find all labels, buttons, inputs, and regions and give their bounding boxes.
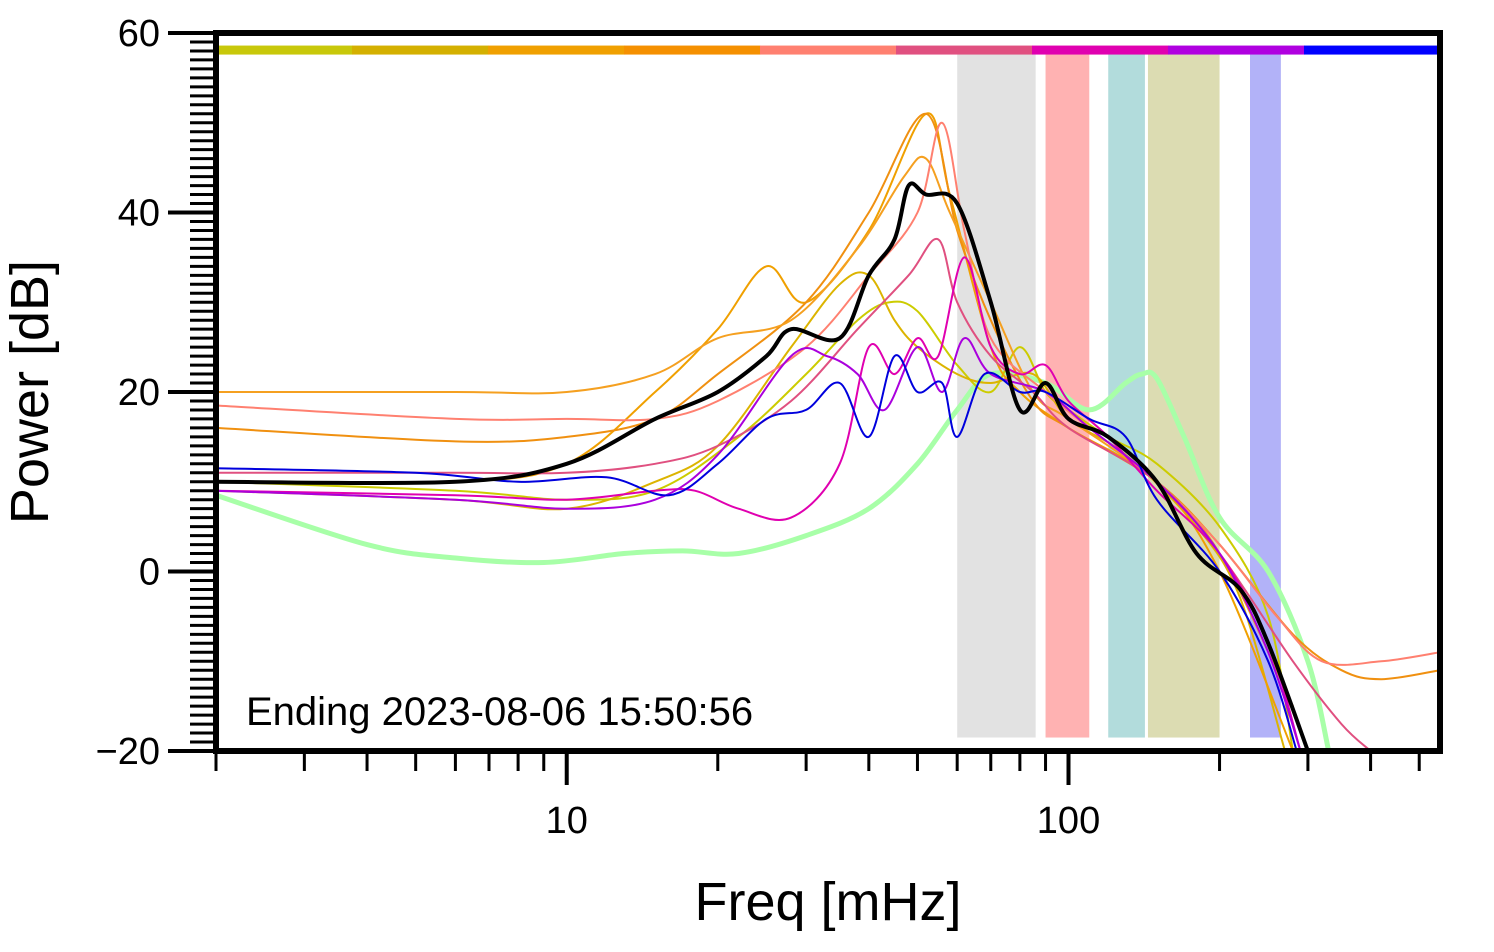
x-tick-label: 10: [546, 800, 588, 842]
y-axis-title: Power [dB]: [0, 260, 60, 524]
series-line-0: [213, 369, 1332, 754]
color-bar-segment-0: [216, 45, 353, 55]
x-tick-label: 100: [1037, 800, 1100, 842]
color-bar-segment-5: [896, 45, 1033, 55]
color-bar-segment-3: [624, 45, 761, 55]
y-tick-label: 60: [118, 13, 160, 55]
color-bar-segment-2: [488, 45, 625, 55]
series-lines: [213, 112, 1441, 754]
series-line-9: [215, 337, 1302, 752]
color-bar-segment-8: [1304, 45, 1441, 55]
color-bar-segment-7: [1168, 45, 1305, 55]
band-3: [1147, 50, 1220, 738]
time-color-bar: [216, 45, 1441, 55]
frequency-bands: [957, 50, 1281, 738]
y-tick-label: 0: [139, 552, 160, 594]
timestamp-annotation: Ending 2023-08-06 15:50:56: [246, 690, 753, 734]
series-line-6: [215, 121, 1441, 666]
series-line-11: [214, 181, 1310, 753]
y-tick-label: 20: [118, 372, 160, 414]
series-line-1: [215, 300, 1294, 752]
x-axis-ticks: 10 100: [214, 751, 1421, 842]
y-tick-label: 40: [118, 193, 160, 235]
series-line-10: [215, 354, 1298, 752]
color-bar-segment-6: [1032, 45, 1169, 55]
y-tick-label: −20: [96, 731, 160, 773]
color-bar-segment-1: [352, 45, 489, 55]
y-axis-ticks: 60 40 20 0 −20: [96, 13, 216, 773]
color-bar-segment-4: [760, 45, 897, 55]
x-axis-title: Freq [mHz]: [694, 872, 961, 932]
